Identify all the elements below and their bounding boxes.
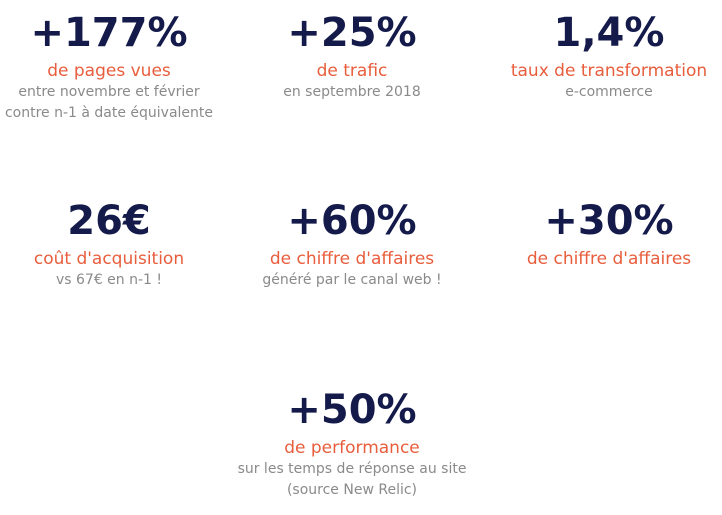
- stat-description: en septembre 2018: [283, 84, 421, 100]
- stat-value: +177%: [30, 10, 188, 56]
- stat-value: 26€: [67, 198, 151, 244]
- stat-conversion-rate: 1,4% taux de transformation e-commerce: [500, 10, 718, 103]
- stat-performance: +50% de performance sur les temps de rép…: [232, 387, 472, 501]
- stat-label: taux de transformation: [510, 61, 708, 81]
- stat-label: de pages vues: [47, 61, 171, 81]
- stat-description: sur les temps de réponse au site (source…: [237, 461, 467, 498]
- stat-value: +30%: [544, 198, 674, 244]
- stat-description: e-commerce: [565, 84, 653, 100]
- stat-description: entre novembre et février contre n-1 à d…: [4, 84, 214, 121]
- stat-description: vs 67€ en n-1 !: [55, 272, 163, 288]
- stat-value: +60%: [287, 198, 417, 244]
- stat-revenue: +30% de chiffre d'affaires: [500, 198, 718, 270]
- stat-label: de performance: [284, 438, 420, 458]
- stat-value: +25%: [287, 10, 417, 56]
- stat-acquisition-cost: 26€ coût d'acquisition vs 67€ en n-1 !: [2, 198, 216, 291]
- stat-description: généré par le canal web !: [262, 272, 442, 288]
- stat-value: 1,4%: [553, 10, 665, 56]
- stat-value: +50%: [287, 387, 417, 433]
- stat-page-views: +177% de pages vues entre novembre et fé…: [2, 10, 216, 124]
- stat-label: coût d'acquisition: [33, 249, 185, 269]
- stat-label: de chiffre d'affaires: [526, 249, 692, 269]
- stat-web-revenue: +60% de chiffre d'affaires généré par le…: [234, 198, 470, 291]
- stat-label: de chiffre d'affaires: [269, 249, 435, 269]
- stat-label: de trafic: [316, 61, 388, 81]
- stat-traffic: +25% de trafic en septembre 2018: [244, 10, 460, 103]
